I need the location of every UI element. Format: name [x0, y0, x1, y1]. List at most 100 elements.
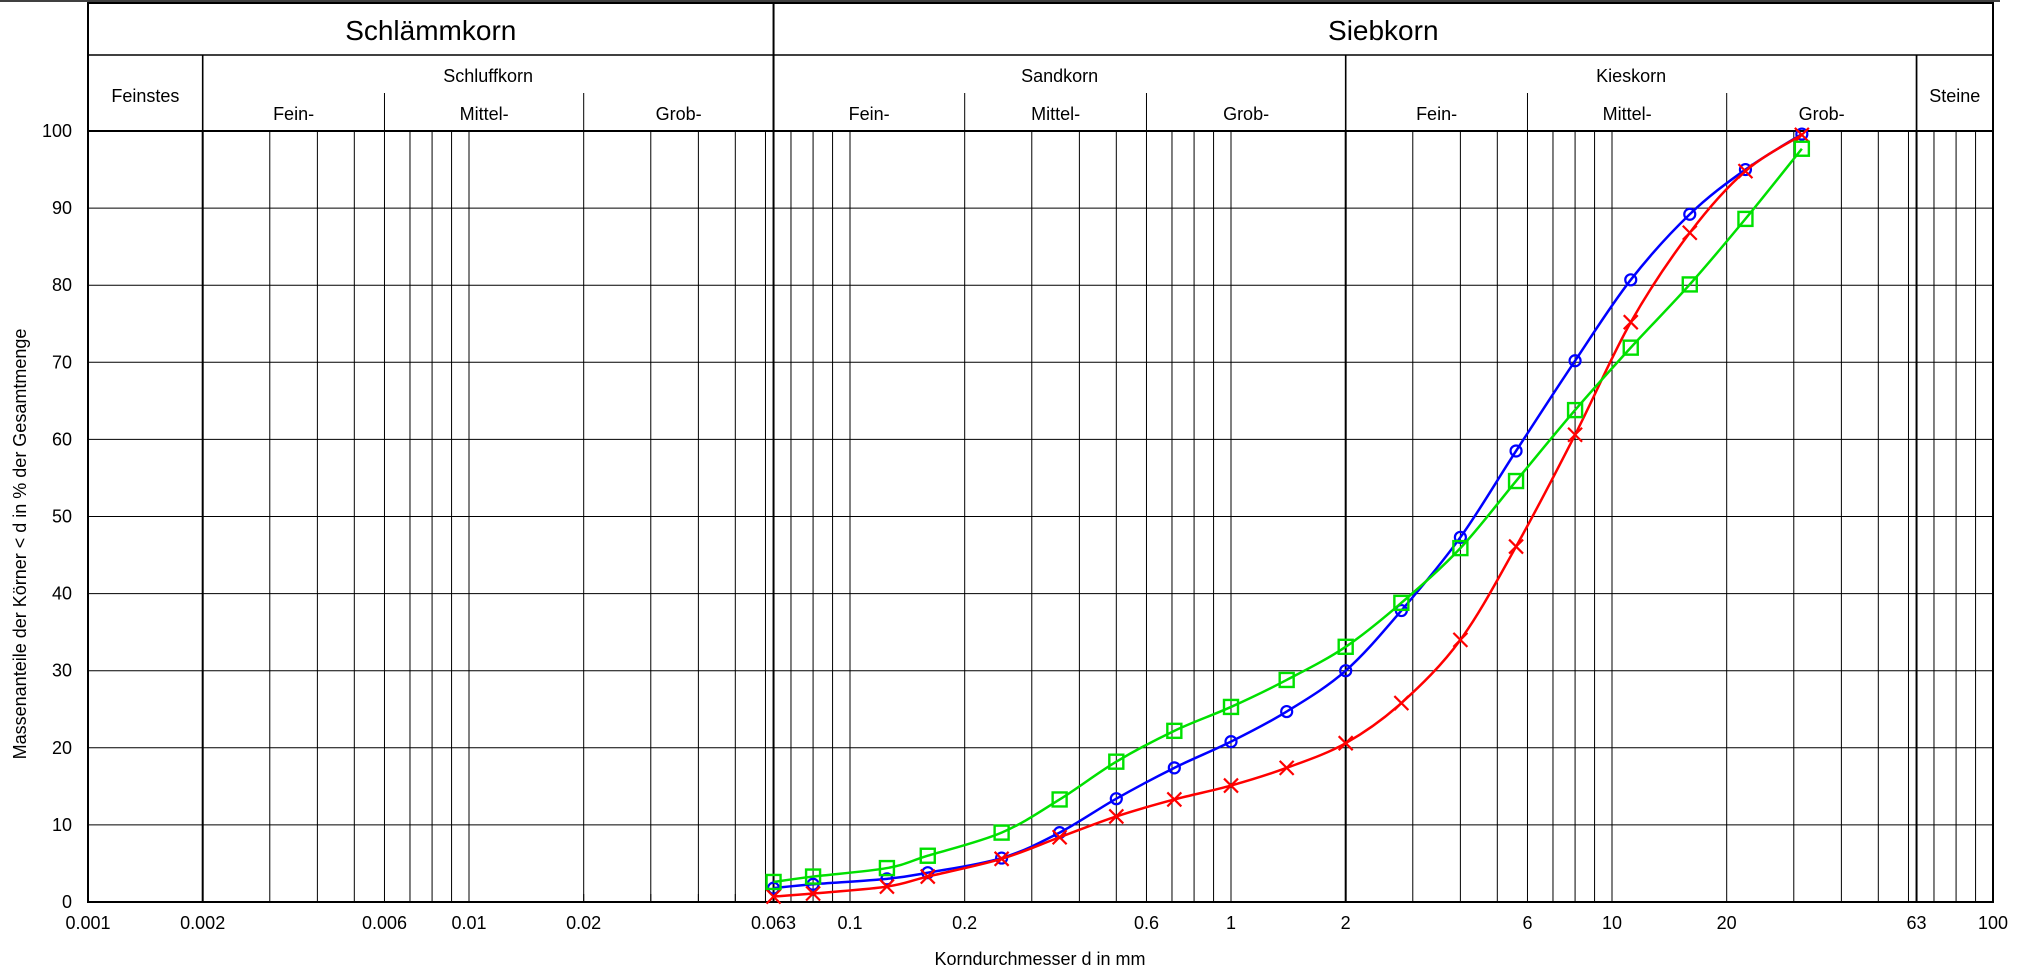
data-point-square [993, 824, 1010, 841]
data-point-circle [1167, 761, 1181, 775]
data-point-x [805, 885, 821, 902]
header-top-label: Schlämmkorn [345, 15, 516, 46]
x-tick-label: 2 [1341, 913, 1351, 933]
data-point-square [1337, 638, 1354, 655]
data-point-x [1051, 829, 1068, 846]
data-point-circle [1568, 354, 1582, 368]
data-point-square [1222, 698, 1240, 716]
series-line [773, 133, 1803, 890]
series-square [765, 140, 1811, 891]
header-subgroup-row: Fein- Mittel- Grob- Fein- Mittel- Grob- Fein- M… [202, 93, 1845, 131]
data-point-square [1622, 339, 1639, 356]
header-subgroup-label: Fein- [849, 104, 890, 124]
data-point-x [1567, 426, 1583, 443]
data-point-square [1681, 276, 1698, 293]
x-tick-label: 6 [1522, 913, 1532, 933]
header-top-row: Schlämmkorn Siebkorn [345, 3, 1439, 131]
data-point-x [1337, 735, 1354, 751]
data-point-square [1278, 671, 1295, 689]
header-top-label: Siebkorn [1328, 15, 1439, 46]
data-point-square [1793, 140, 1811, 157]
header-subgroup-label: Grob- [1799, 104, 1845, 124]
x-tick-label: 100 [1978, 913, 2008, 933]
header-subgroup-label: Mittel- [460, 104, 509, 124]
data-point-square [1737, 210, 1754, 228]
data-point-x [1681, 224, 1698, 241]
data-point-circle [1738, 162, 1753, 177]
header-group-label: Steine [1929, 86, 1980, 106]
header-subgroup-label: Fein- [1416, 104, 1457, 124]
data-point-x [919, 868, 936, 885]
y-tick-label: 80 [52, 275, 72, 295]
data-point-x [1622, 314, 1639, 330]
data-point-x [1452, 632, 1469, 648]
x-tick-labels: 0.001 0.002 0.006 0.01 0.02 0.063 0.1 0.2 0.6 1 2 6… [65, 913, 2008, 933]
data-point-square [1166, 722, 1183, 740]
header-group-label: Schluffkorn [443, 66, 533, 86]
data-point-circle [1453, 530, 1467, 544]
data-point-circle [1109, 792, 1123, 806]
data-point-square [765, 873, 782, 891]
header-subgroup-label: Fein- [273, 104, 314, 124]
data-point-x [1794, 127, 1810, 143]
x-tick-label: 0.02 [566, 913, 601, 933]
y-axis-title: Massenanteile der Körner < d in % der Ge… [10, 329, 30, 760]
data-point-circle [1795, 127, 1809, 141]
x-tick-label: 20 [1717, 913, 1737, 933]
x-tick-label: 0.6 [1134, 913, 1159, 933]
x-tick-label: 0.1 [837, 913, 862, 933]
plot-frame [87, 130, 1994, 903]
data-point-square [804, 868, 822, 885]
data-point-x [1393, 695, 1410, 711]
header-subgroup-label: Mittel- [1603, 104, 1652, 124]
data-point-x [879, 878, 895, 895]
data-point-x [1508, 538, 1524, 555]
data-point-circle [921, 866, 935, 880]
x-tick-label: 0.01 [451, 913, 486, 933]
data-point-x [1223, 777, 1239, 794]
data-point-square [1108, 753, 1125, 770]
data-point-x [993, 851, 1010, 867]
y-tick-label: 20 [52, 738, 72, 758]
data-point-circle [1509, 444, 1523, 458]
data-point-square [1452, 539, 1469, 557]
data-point-square [1051, 791, 1068, 808]
data-point-x [1278, 760, 1295, 776]
series-line [773, 133, 1803, 898]
y-tick-label: 50 [52, 507, 72, 527]
data-point-circle [1683, 207, 1697, 221]
bottom-minor-ticks [468, 894, 766, 902]
x-tick-label: 0.001 [65, 913, 110, 933]
data-point-circle [1224, 735, 1238, 749]
data-point-x [1166, 791, 1183, 808]
series-x [765, 127, 1810, 905]
y-tick-label: 0 [62, 892, 72, 912]
data-point-square [1566, 401, 1584, 419]
header-subgroup-label: Grob- [1223, 104, 1269, 124]
y-tick-label: 40 [52, 584, 72, 604]
y-tick-label: 90 [52, 198, 72, 218]
data-point-circle [880, 872, 894, 886]
data-point-x [1108, 808, 1125, 825]
x-tick-label: 10 [1602, 913, 1622, 933]
header-group-label: Sandkorn [1021, 66, 1098, 86]
x-axis-title: Korndurchmesser d in mm [934, 949, 1145, 969]
series-line [773, 147, 1803, 884]
y-tick-label: 70 [52, 352, 72, 372]
x-tick-label: 0.002 [180, 913, 225, 933]
data-point-circle [1280, 704, 1294, 719]
data-point-square [1393, 594, 1410, 612]
data-point-x [1737, 163, 1754, 179]
series-layer [765, 127, 1811, 905]
header-subgroup-label: Mittel- [1031, 104, 1080, 124]
data-point-circle [1624, 273, 1638, 287]
data-point-circle [1339, 664, 1353, 678]
header-group-row: Feinstes Schluffkorn Sandkorn Kieskorn Stein… [87, 55, 1994, 131]
data-point-x [765, 888, 782, 905]
series-circle [766, 127, 1809, 895]
y-tick-label: 100 [42, 121, 72, 141]
y-tick-label: 10 [52, 815, 72, 835]
